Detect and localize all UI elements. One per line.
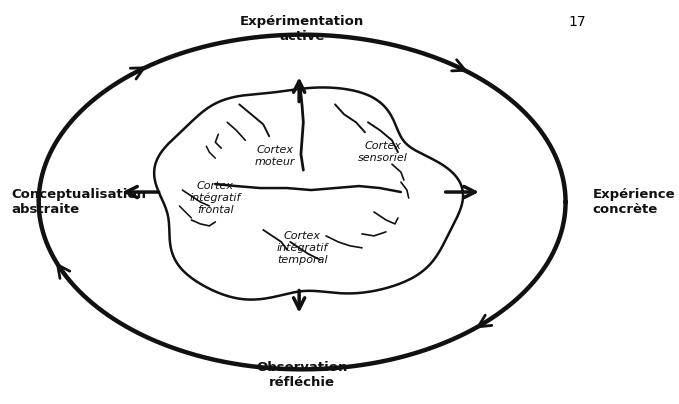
Text: Expérimentation
active: Expérimentation active <box>240 15 364 43</box>
Text: Cortex
sensoriel: Cortex sensoriel <box>358 141 408 163</box>
Text: Conceptualisation
abstraite: Conceptualisation abstraite <box>12 188 147 216</box>
Text: Cortex
intégratif
temporal: Cortex intégratif temporal <box>276 231 328 265</box>
Text: Cortex
intégratif
frontal: Cortex intégratif frontal <box>189 181 241 215</box>
Text: Observation
réfléchie: Observation réfléchie <box>257 361 348 389</box>
Polygon shape <box>154 87 463 300</box>
Text: 17: 17 <box>569 15 587 29</box>
Text: Cortex
moteur: Cortex moteur <box>255 145 295 167</box>
Text: Expérience
concrète: Expérience concrète <box>593 188 675 216</box>
